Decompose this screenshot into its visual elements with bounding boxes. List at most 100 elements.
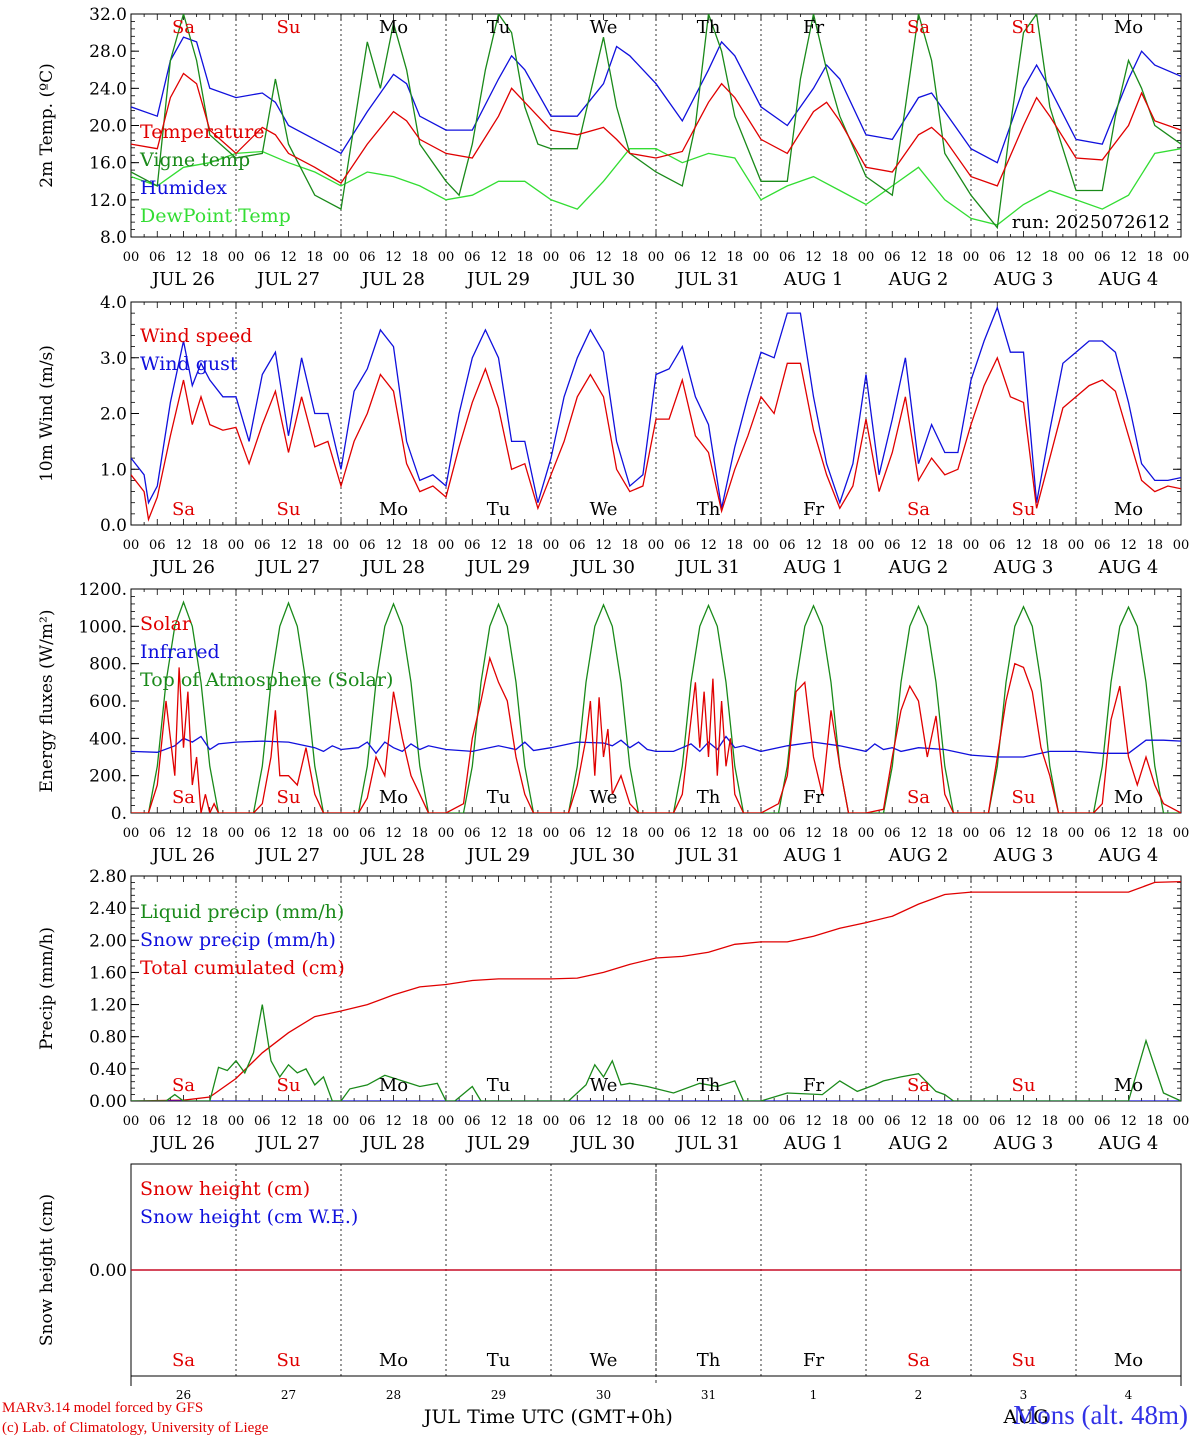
day-label: AUG 3 — [993, 1133, 1054, 1154]
weekday-label: Sa — [172, 1350, 195, 1371]
day-label: JUL 28 — [360, 845, 425, 866]
hour-tick-label: 12 — [805, 250, 822, 265]
hour-tick-label: 00 — [123, 1114, 140, 1129]
y-tick-label: 0.0 — [100, 516, 127, 536]
weekday-label: We — [590, 787, 618, 808]
month-label: JUL — [422, 1406, 461, 1428]
hour-tick-label: 18 — [306, 826, 323, 841]
hour-tick-label: 06 — [359, 250, 376, 265]
hour-tick-label: 00 — [228, 250, 245, 265]
hour-tick-label: 06 — [254, 1114, 271, 1129]
legend-entry: Top of Atmosphere (Solar) — [140, 669, 393, 691]
hour-tick-label: 00 — [1068, 250, 1085, 265]
series-line-infrared — [131, 735, 1181, 758]
weekday-label: Su — [1012, 787, 1036, 808]
hour-tick-label: 00 — [543, 250, 560, 265]
y-tick-label: 24.0 — [89, 79, 127, 99]
hour-tick-label: 18 — [726, 1114, 743, 1129]
hour-tick-label: 06 — [989, 538, 1006, 553]
weekday-label: Su — [277, 17, 301, 38]
y-tick-label: 800. — [89, 655, 127, 675]
series-line-temperature — [131, 72, 1181, 187]
day-label: JUL 26 — [150, 1133, 215, 1154]
weekday-label: Su — [1012, 17, 1036, 38]
hour-tick-label: 06 — [884, 826, 901, 841]
day-label: AUG 4 — [1098, 269, 1159, 290]
weekday-label: Mo — [1114, 17, 1143, 38]
hour-tick-label: 06 — [569, 1114, 586, 1129]
hour-tick-label: 00 — [333, 826, 350, 841]
hour-tick-label: 00 — [1068, 1114, 1085, 1129]
hour-tick-label: 12 — [1015, 1114, 1032, 1129]
hour-tick-label: 06 — [254, 538, 271, 553]
hour-tick-label: 06 — [149, 826, 166, 841]
hour-tick-label: 18 — [306, 250, 323, 265]
weekday-label: Th — [697, 1075, 721, 1096]
hour-tick-label: 06 — [254, 250, 271, 265]
legend-entry: Solar — [140, 613, 192, 635]
weekday-label: Sa — [172, 1075, 195, 1096]
day-label: AUG 1 — [783, 845, 844, 866]
hour-tick-label: 00 — [1173, 250, 1190, 265]
day-label: AUG 2 — [888, 1133, 949, 1154]
weekday-label: Su — [1012, 1350, 1036, 1371]
weekday-label: Sa — [907, 787, 930, 808]
hour-tick-label: 18 — [1041, 250, 1058, 265]
weekday-label: Sa — [907, 1350, 930, 1371]
hour-tick-label: 06 — [779, 538, 796, 553]
hour-tick-label: 00 — [963, 1114, 980, 1129]
hour-tick-label: 18 — [306, 538, 323, 553]
day-label: AUG 2 — [888, 269, 949, 290]
hour-tick-label: 12 — [1120, 538, 1137, 553]
series-line-liquid-precip-mm-h- — [131, 1004, 1181, 1101]
weekday-label: Tu — [487, 787, 511, 808]
y-tick-label: 1.60 — [89, 963, 127, 983]
weekday-label: Tu — [487, 1075, 511, 1096]
y-tick-label: 1000. — [78, 617, 127, 637]
date-number: 26 — [176, 1388, 191, 1402]
y-tick-label: 400. — [89, 729, 127, 749]
weekday-label: We — [590, 499, 618, 520]
hour-tick-label: 06 — [1094, 538, 1111, 553]
panel-4: 00 06 12 18 JUL 26 00 06 12 18 JUL 27 00 06 12 18 JUL … — [37, 867, 1189, 1154]
hour-tick-label: 12 — [1120, 250, 1137, 265]
hour-tick-label: 18 — [1146, 538, 1163, 553]
hour-tick-label: 18 — [1146, 826, 1163, 841]
y-tick-label: 0.00 — [89, 1261, 127, 1281]
hour-tick-label: 12 — [280, 538, 297, 553]
legend-entry: Wind gust — [140, 353, 238, 375]
series-line-dewpoint-temp — [131, 148, 1181, 226]
hour-tick-label: 12 — [700, 538, 717, 553]
hour-tick-label: 12 — [700, 250, 717, 265]
hour-tick-label: 06 — [989, 250, 1006, 265]
hour-tick-label: 00 — [123, 826, 140, 841]
day-label: JUL 29 — [465, 1133, 530, 1154]
month-label: AUG — [1003, 1406, 1049, 1428]
y-axis-label: 10m Wind (m/s) — [37, 345, 57, 482]
hour-tick-label: 12 — [595, 538, 612, 553]
weekday-label: Fr — [803, 1350, 824, 1371]
hour-tick-label: 06 — [149, 250, 166, 265]
hour-tick-label: 06 — [779, 826, 796, 841]
series-line-wind-speed — [131, 356, 1181, 522]
hour-tick-label: 18 — [831, 826, 848, 841]
hour-tick-label: 06 — [674, 250, 691, 265]
hour-tick-label: 12 — [805, 826, 822, 841]
hour-tick-label: 06 — [359, 826, 376, 841]
hour-tick-label: 12 — [280, 1114, 297, 1129]
y-tick-label: 28.0 — [89, 42, 127, 62]
hour-tick-label: 12 — [385, 538, 402, 553]
legend-entry: Total cumulated (cm) — [140, 957, 345, 979]
day-label: JUL 26 — [150, 845, 215, 866]
hour-tick-label: 06 — [464, 826, 481, 841]
weekday-label: Sa — [172, 787, 195, 808]
weekday-label: Sa — [907, 1075, 930, 1096]
hour-tick-label: 00 — [438, 826, 455, 841]
hour-tick-label: 00 — [1068, 826, 1085, 841]
model-credit-line2: (c) Lab. of Climatology, University of L… — [2, 1420, 269, 1436]
y-tick-label: 200. — [89, 767, 127, 787]
weekday-label: Mo — [1114, 787, 1143, 808]
hour-tick-label: 18 — [411, 250, 428, 265]
y-tick-label: 0. — [111, 804, 127, 824]
hour-tick-label: 00 — [333, 538, 350, 553]
